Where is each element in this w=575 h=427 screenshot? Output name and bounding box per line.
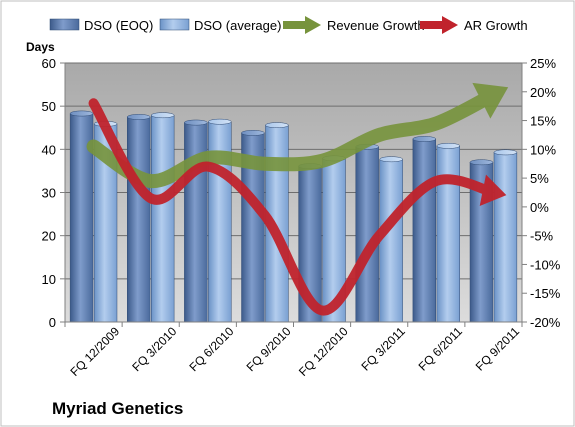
legend-item: DSO (EOQ) [49,18,153,33]
legend-label: Revenue Growth [327,18,425,33]
bar-dso-eoq [412,136,436,323]
x-tick-label: FQ 9/2010 [244,324,294,374]
bar-dso-eoq [127,114,151,323]
line-path [86,87,501,188]
x-tick-label: FQ 6/2011 [416,324,466,374]
x-tick-label: FQ 9/2011 [473,324,523,374]
right-tick-label: 20% [530,85,556,100]
legend-label: AR Growth [464,18,528,33]
right-tick-label: 10% [530,142,556,157]
bar-body [412,138,436,323]
bar-dso-average [151,112,175,323]
bar-dso-average [208,118,232,323]
y-axis-label: Days [26,40,55,54]
bar-cap [69,110,94,117]
bar-cap [184,119,208,126]
left-tick-label: 20 [42,229,56,244]
right-tick-label: 15% [530,114,556,129]
legend-item: AR Growth [420,16,528,34]
left-tick-label: 50 [42,99,56,114]
bar-cap [241,130,265,136]
x-tick-label: FQ 6/2010 [187,324,237,374]
bar-cap [412,136,436,142]
bar-cap [379,156,403,163]
legend-label: DSO (EOQ) [84,18,153,33]
bar-cap [208,118,232,125]
right-tick-label: 25% [530,56,556,71]
bar-body [379,159,403,323]
left-tick-label: 30 [42,186,56,201]
left-tick-label: 60 [42,56,56,71]
bar-dso-eoq [184,119,208,323]
legend-item: Revenue Growth [283,16,425,34]
bar-body [127,116,151,323]
x-tick-label: FQ 3/2010 [129,324,179,374]
chart-caption: Myriad Genetics [52,399,184,418]
bar-dso-eoq [69,110,94,323]
x-tick-label: FQ 12/2009 [68,324,123,379]
x-tick-label: FQ 3/2011 [359,324,409,374]
bar-cap [493,149,518,156]
bar-body [493,152,518,323]
legend-label: DSO (average) [194,18,281,33]
bar-body [151,114,175,323]
bar-cap [436,143,460,149]
legend-swatch [49,18,80,31]
line-arrowhead [479,174,507,207]
bar-cap [469,159,494,166]
bar-dso-average [493,149,518,323]
legend-arrowhead [442,16,458,34]
left-tick-label: 40 [42,142,56,157]
legend-item: DSO (average) [159,18,281,33]
bar-cap [151,112,175,119]
bar-dso-average [379,156,403,323]
left-tick-label: 10 [42,272,56,287]
right-tick-label: -10% [530,257,561,272]
legend-arrowhead [305,16,321,34]
bar-dso-average [436,143,460,323]
legend-swatch [159,18,190,31]
right-tick-label: -15% [530,286,561,301]
left-tick-label: 0 [49,315,56,330]
right-tick-label: -5% [530,229,554,244]
line-path [88,98,499,316]
ar-growth-line [88,98,507,316]
bar-cap [127,114,151,120]
bar-body [436,145,460,323]
right-tick-label: 5% [530,171,549,186]
revenue-growth-line [86,82,509,188]
right-tick-label: 0% [530,200,549,215]
x-tick-label: FQ 12/2010 [296,324,351,379]
line-arrowhead [472,82,509,119]
bar-cap [265,122,289,129]
right-tick-label: -20% [530,315,561,330]
